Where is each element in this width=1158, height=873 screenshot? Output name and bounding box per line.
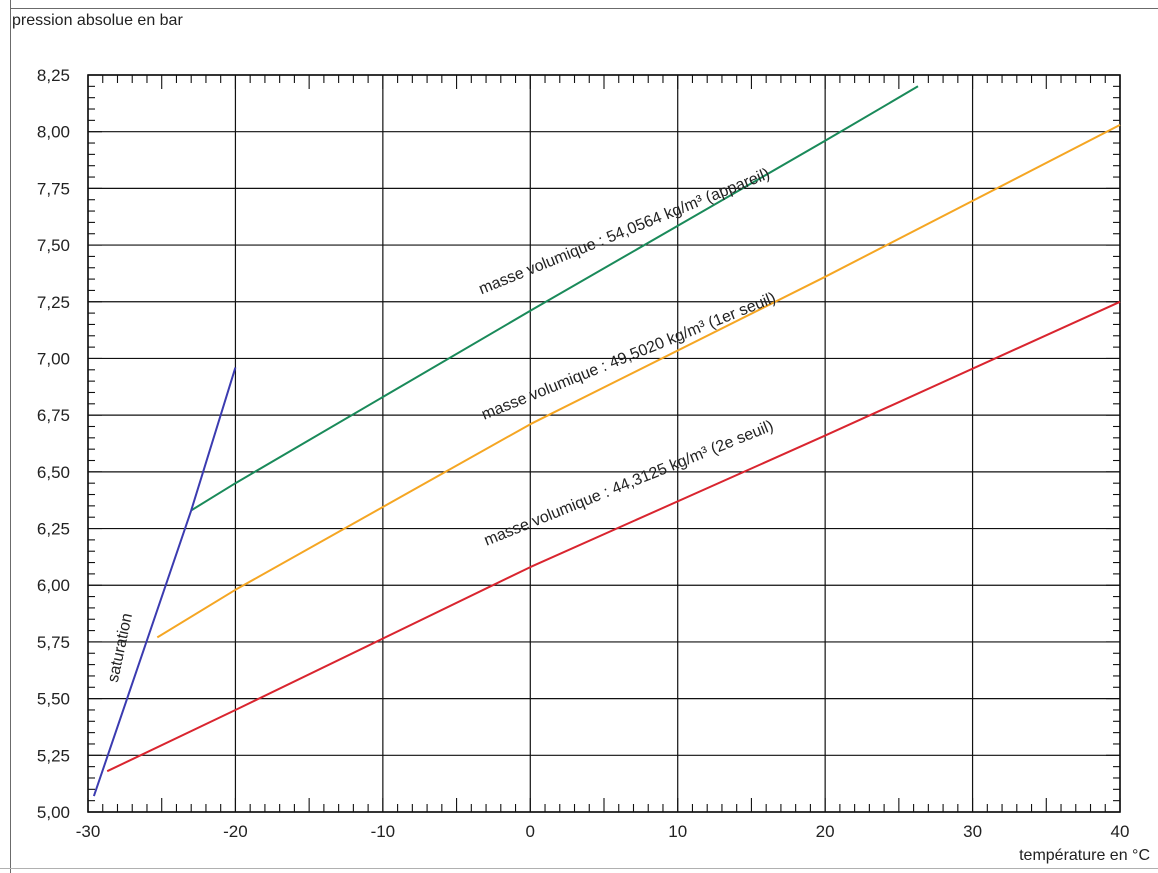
y-axis-label: pression absolue en bar <box>12 12 183 29</box>
series-lines <box>92 85 1121 797</box>
x-axis-label: température en °C <box>1019 847 1150 864</box>
x-tick-label-3: 0 <box>526 822 535 841</box>
series-annotation-2: masse volumique : 44,3125 kg/m³ (2e seui… <box>482 418 776 550</box>
y-tick-label-13: 8,25 <box>37 66 70 85</box>
minor-ticks <box>87 74 1121 813</box>
x-tick-label-4: 10 <box>668 822 687 841</box>
x-tick-label-0: -30 <box>76 822 101 841</box>
frame-border-left <box>10 0 11 873</box>
y-tick-label-4: 6,00 <box>37 576 70 595</box>
frame-border-bottom <box>0 868 1158 869</box>
x-tick-label-2: -10 <box>371 822 396 841</box>
y-tick-label-8: 7,00 <box>37 349 70 368</box>
y-tick-label-5: 6,25 <box>37 520 70 539</box>
y-tick-labels: 5,00 5,25 5,50 5,75 6,00 6,25 6,50 6,75 7,00 7,25… <box>37 66 70 822</box>
x-tick-label-6: 30 <box>963 822 982 841</box>
plot-area-border <box>87 74 1121 813</box>
x-tick-label-7: 40 <box>1111 822 1130 841</box>
axes <box>87 74 1121 813</box>
y-tick-label-1: 5,25 <box>37 746 70 765</box>
series-annotation-0: masse volumique : 54,0564 kg/m³ (apparei… <box>477 165 773 298</box>
y-tick-label-11: 7,75 <box>37 179 70 198</box>
series-line-3 <box>92 367 237 797</box>
y-tick-label-0: 5,00 <box>37 803 70 822</box>
series-annotation-3: saturation <box>105 612 136 684</box>
y-tick-label-9: 7,25 <box>37 293 70 312</box>
x-tick-label-1: -20 <box>223 822 248 841</box>
series-line-0 <box>190 85 919 512</box>
y-tick-label-2: 5,50 <box>37 690 70 709</box>
y-tick-label-10: 7,50 <box>37 236 70 255</box>
x-tick-labels: -30 -20 -10 0 10 20 30 40 <box>76 822 1130 841</box>
y-tick-label-3: 5,75 <box>37 633 70 652</box>
x-tick-label-5: 20 <box>816 822 835 841</box>
y-tick-label-6: 6,50 <box>37 463 70 482</box>
frame-border-top <box>10 8 1158 9</box>
grid <box>87 74 1121 813</box>
y-tick-label-12: 8,00 <box>37 123 70 142</box>
series-line-2 <box>106 300 1121 773</box>
y-tick-label-7: 6,75 <box>37 406 70 425</box>
series-line-1 <box>156 124 1121 639</box>
series-annotation-1: masse volumique : 49,5020 kg/m³ (1er seu… <box>479 290 778 424</box>
